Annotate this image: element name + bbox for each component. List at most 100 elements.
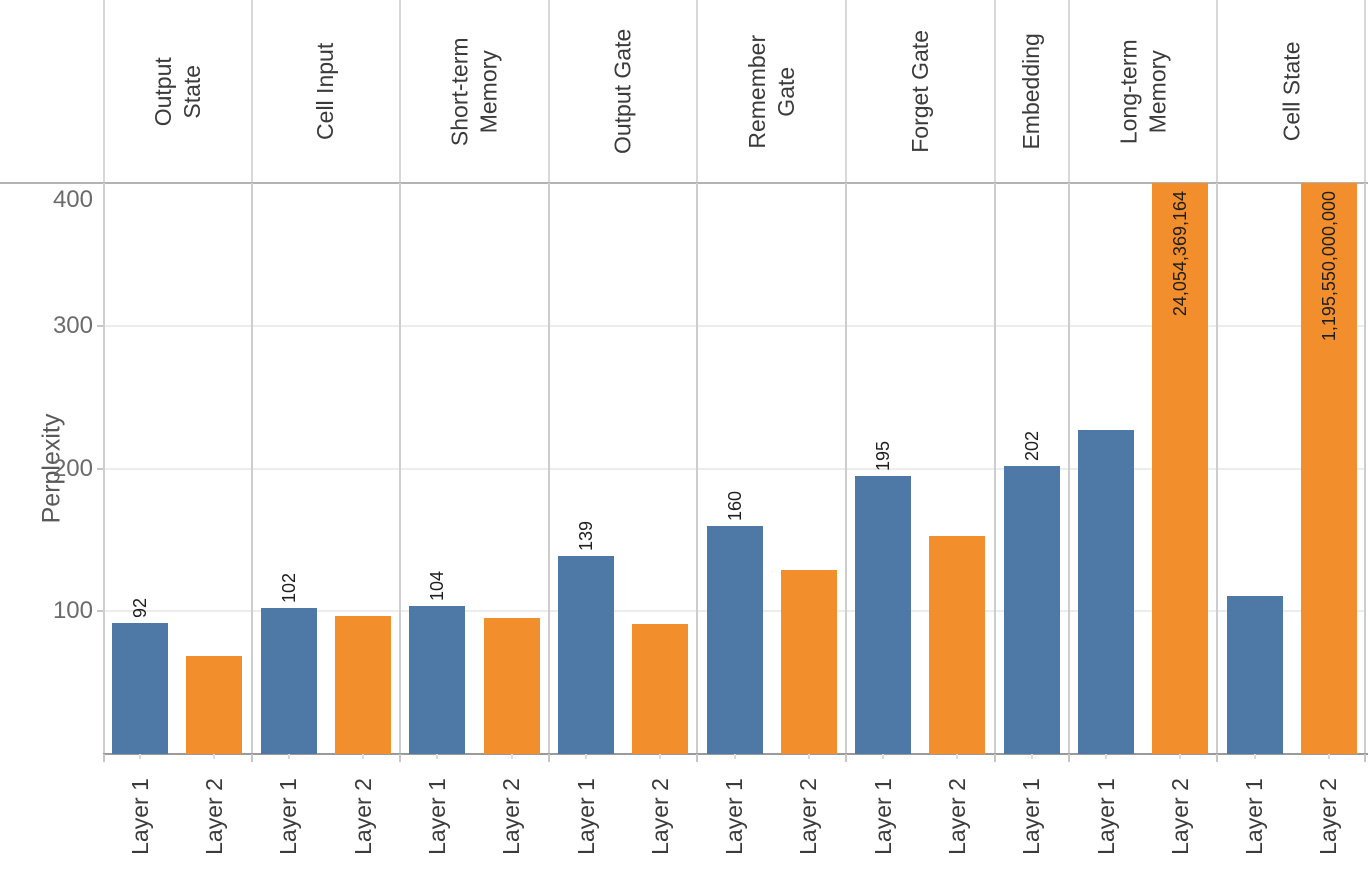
- bar-long-term-memory-layer-2[interactable]: [1152, 183, 1209, 754]
- bar-cell-input-layer-1[interactable]: [260, 608, 317, 754]
- header-separator-line: [0, 182, 1368, 184]
- x-tick-mark: [807, 754, 810, 759]
- bar-output-state-layer-1[interactable]: [112, 622, 169, 754]
- bar-value-label: 202: [1021, 430, 1042, 461]
- column-boundary-tick: [1364, 754, 1366, 762]
- bar-short-term-memory-layer-2[interactable]: [483, 618, 540, 754]
- bar-value-label: 160: [724, 490, 745, 521]
- bar-forget-gate-layer-1[interactable]: [855, 475, 912, 754]
- bar-value-label: 104: [427, 570, 448, 601]
- x-tick-label: Layer 1: [1092, 777, 1119, 855]
- column-header-remember-gate: Remember Gate: [697, 0, 846, 183]
- x-tick-mark: [1327, 754, 1330, 759]
- x-axis-line: [103, 753, 1368, 755]
- x-tick-remember-gate-layer-1: Layer 1: [697, 760, 771, 872]
- bar-cell-input-layer-2[interactable]: [335, 615, 392, 754]
- x-tick-label: Layer 2: [498, 777, 525, 855]
- column-separator: [103, 0, 105, 183]
- x-tick-label: Layer 2: [795, 777, 822, 855]
- column-header-label: Cell Input: [312, 42, 339, 141]
- y-tick-mark-200: [97, 467, 103, 470]
- x-tick-label: Layer 1: [869, 777, 896, 855]
- column-header-label: Long-term Memory: [1115, 39, 1171, 144]
- x-tick-forget-gate-layer-1: Layer 1: [846, 760, 920, 872]
- column-header-embedding: Embedding: [995, 0, 1069, 183]
- bar-value-label: 1,195,550,000,000: [1318, 191, 1339, 342]
- x-tick-mark: [733, 754, 736, 759]
- column-boundary-tick: [1067, 754, 1070, 762]
- x-tick-mark: [584, 754, 587, 759]
- bar-value-label: 92: [130, 597, 151, 618]
- x-tick-mark: [1179, 754, 1182, 759]
- bar-remember-gate-layer-2[interactable]: [780, 569, 837, 754]
- bar-value-label: 24,054,369,164: [1170, 191, 1191, 317]
- y-tick-mark-300: [97, 324, 103, 327]
- column-header-output-gate: Output Gate: [549, 0, 698, 183]
- column-separator: [399, 0, 402, 183]
- bar-output-gate-layer-2[interactable]: [632, 624, 689, 754]
- x-tick-mark: [882, 754, 885, 759]
- x-tick-mark: [956, 754, 959, 759]
- x-tick-long-term-memory-layer-1: Layer 1: [1069, 760, 1143, 872]
- bar-cell-state-layer-2[interactable]: [1300, 183, 1357, 754]
- bar-embedding-layer-1[interactable]: [1003, 465, 1060, 754]
- column-header-forget-gate: Forget Gate: [846, 0, 995, 183]
- x-tick-label: Layer 1: [572, 777, 599, 855]
- x-tick-remember-gate-layer-2: Layer 2: [772, 760, 846, 872]
- column-header-long-term-memory: Long-term Memory: [1069, 0, 1218, 183]
- x-tick-mark: [1253, 754, 1256, 759]
- x-tick-mark: [659, 754, 662, 759]
- column-boundary-tick: [399, 754, 402, 762]
- x-tick-output-gate-layer-2: Layer 2: [623, 760, 697, 872]
- x-tick-label: Layer 2: [1315, 777, 1342, 855]
- x-tick-label: Layer 2: [349, 777, 376, 855]
- x-tick-output-state-layer-2: Layer 2: [177, 760, 251, 872]
- column-separator: [1216, 183, 1219, 754]
- column-separator: [1067, 183, 1070, 754]
- x-tick-output-state-layer-1: Layer 1: [103, 760, 177, 872]
- x-tick-label: Layer 1: [1018, 777, 1045, 855]
- bar-output-gate-layer-1[interactable]: [557, 555, 614, 754]
- column-boundary-tick: [993, 754, 996, 762]
- x-tick-mark: [139, 754, 142, 759]
- bar-output-state-layer-2[interactable]: [186, 655, 243, 754]
- column-separator: [1067, 0, 1070, 183]
- x-tick-label: Layer 2: [943, 777, 970, 855]
- bar-forget-gate-layer-2[interactable]: [929, 535, 986, 754]
- x-axis-labels: Layer 1 Layer 2 Layer 1 Layer 2 Layer 1 Layer…: [103, 754, 1366, 876]
- column-header-label: Embedding: [1018, 33, 1045, 150]
- y-axis: 100 200 300 400: [0, 182, 103, 754]
- x-tick-embedding-layer-1: Layer 1: [995, 760, 1069, 872]
- column-boundary-tick: [547, 754, 550, 762]
- plot-area: 92 102 104 139 160 195 202 24,054,369,164 1,195,…: [103, 183, 1366, 754]
- column-separator: [844, 183, 847, 754]
- column-separator: [696, 183, 699, 754]
- bar-remember-gate-layer-1[interactable]: [706, 525, 763, 754]
- column-header-label: Output Gate: [609, 28, 636, 155]
- x-tick-mark: [287, 754, 290, 759]
- bar-short-term-memory-layer-1[interactable]: [409, 605, 466, 754]
- x-tick-mark: [510, 754, 513, 759]
- bar-long-term-memory-layer-1[interactable]: [1077, 429, 1134, 754]
- column-separator: [250, 0, 253, 183]
- column-header-label: Remember Gate: [743, 34, 799, 149]
- x-tick-label: Layer 1: [275, 777, 302, 855]
- column-header-short-term-memory: Short-term Memory: [400, 0, 549, 183]
- column-separator: [844, 0, 847, 183]
- y-tick-label-300: 300: [52, 311, 93, 339]
- x-tick-label: Layer 1: [423, 777, 450, 855]
- column-header-output-state: Output State: [103, 0, 252, 183]
- column-separator: [250, 183, 253, 754]
- bar-cell-state-layer-1[interactable]: [1226, 595, 1283, 754]
- column-boundary-tick: [250, 754, 253, 762]
- column-boundary-tick: [1216, 754, 1219, 762]
- gridline-300: [103, 324, 1366, 327]
- column-boundary-tick: [844, 754, 847, 762]
- column-separator: [399, 183, 402, 754]
- column-separator: [1364, 0, 1366, 183]
- x-tick-label: Layer 2: [1166, 777, 1193, 855]
- x-tick-mark: [1030, 754, 1033, 759]
- column-separator: [1364, 183, 1366, 754]
- column-header-label: Forget Gate: [906, 30, 933, 153]
